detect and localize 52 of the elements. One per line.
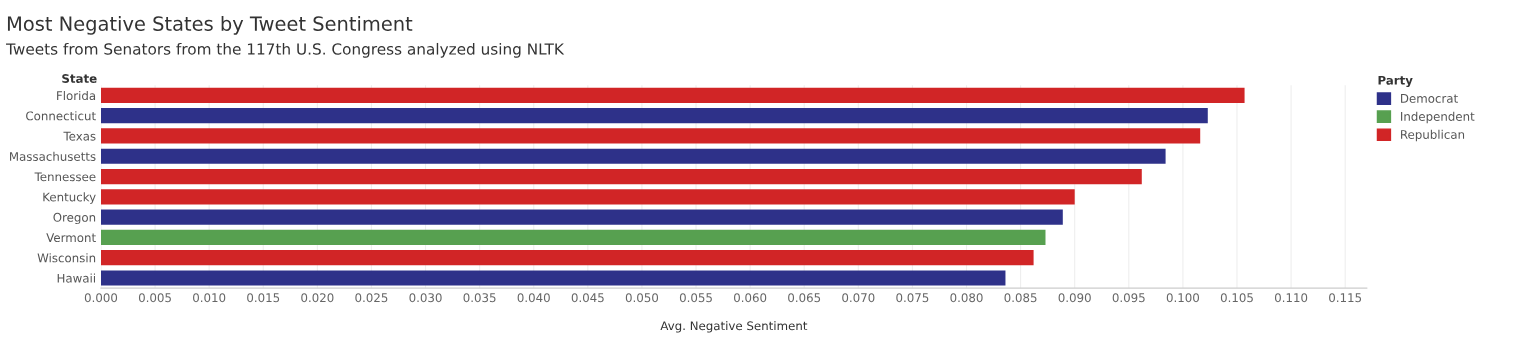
x-tick-label: 0.005 xyxy=(138,293,171,303)
bar xyxy=(100,209,1063,225)
x-tick-label: 0.060 xyxy=(734,293,767,303)
x-tick-label: 0.095 xyxy=(1112,293,1145,303)
x-tick-label: 0.020 xyxy=(301,293,334,303)
y-tick-label: Vermont xyxy=(46,233,96,243)
y-tick-label: Hawaii xyxy=(57,273,95,283)
bar xyxy=(100,108,1208,124)
y-tick-label: Florida xyxy=(57,90,96,101)
x-tick-label: 0.055 xyxy=(679,293,712,303)
y-tick-label: Texas xyxy=(63,131,96,141)
x-tick-label: 0.105 xyxy=(1220,293,1253,303)
y-tick-label: Wisconsin xyxy=(37,253,96,263)
y-tick-label: Tennessee xyxy=(34,172,96,182)
y-tick-label: Oregon xyxy=(53,212,96,225)
x-axis-title: Avg. Negative Sentiment xyxy=(660,321,808,333)
bar xyxy=(100,189,1075,205)
bar xyxy=(100,270,1006,286)
chart-subtitle: Tweets from Senators from the 117th U.S. Congress analyzed using NLTK xyxy=(6,42,565,58)
x-tick-label: 0.050 xyxy=(625,293,659,303)
bar xyxy=(100,128,1201,144)
x-tick-label: 0.110 xyxy=(1274,293,1308,303)
x-tick-label: 0.085 xyxy=(1004,293,1037,303)
x-tick-label: 0.010 xyxy=(193,293,226,303)
y-tick-label: Kentucky xyxy=(43,192,96,204)
x-tick-label: 0.075 xyxy=(896,293,929,303)
chart-title: Most Negative States by Tweet Sentiment xyxy=(7,15,413,35)
legend-label: Independent xyxy=(1401,111,1475,124)
x-tick-label: 0.030 xyxy=(409,293,442,303)
x-tick-label: 0.040 xyxy=(517,293,550,303)
legend-title: Party xyxy=(1378,75,1413,88)
x-tick-label: 0.000 xyxy=(84,293,118,303)
x-tick-label: 0.025 xyxy=(355,293,388,303)
y-tick-label: Massachusetts xyxy=(10,151,96,161)
legend-label: Democrat xyxy=(1401,94,1458,103)
bar xyxy=(100,229,1046,246)
x-tick-label: 0.065 xyxy=(788,293,821,303)
legend-label: Republican xyxy=(1401,129,1465,142)
y-axis-title: State xyxy=(62,74,97,83)
x-tick-label: 0.100 xyxy=(1166,293,1200,303)
bar xyxy=(100,168,1142,185)
x-tick-label: 0.035 xyxy=(463,293,496,303)
bar xyxy=(100,148,1166,164)
x-tick-label: 0.015 xyxy=(247,293,280,303)
x-tick-label: 0.090 xyxy=(1058,293,1091,303)
bar xyxy=(100,87,1245,103)
x-tick-label: 0.080 xyxy=(950,293,983,303)
y-tick-label: Connecticut xyxy=(26,111,96,121)
x-tick-label: 0.045 xyxy=(571,293,604,303)
bar xyxy=(100,250,1034,266)
x-tick-label: 0.070 xyxy=(842,293,875,303)
x-tick-label: 0.115 xyxy=(1329,293,1362,303)
